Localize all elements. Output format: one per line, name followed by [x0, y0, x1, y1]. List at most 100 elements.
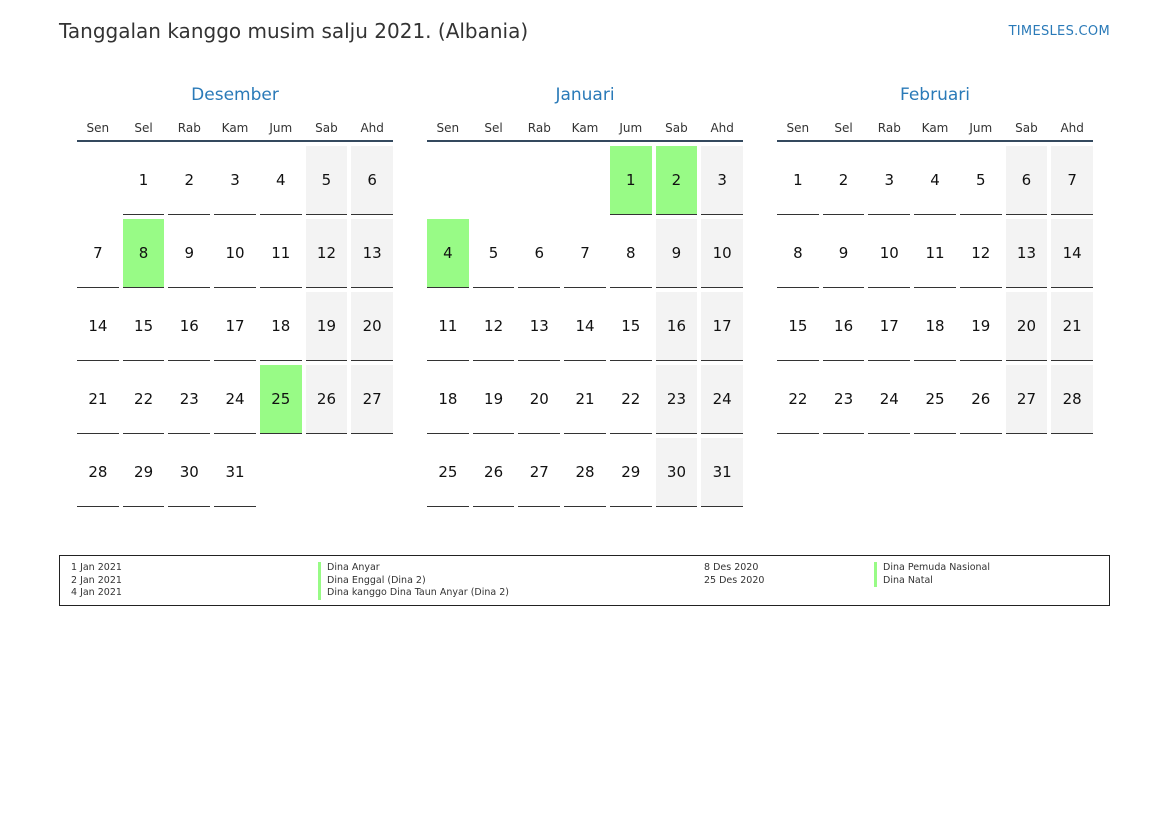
- day-cell: 22: [122, 365, 165, 434]
- legend-date: 4 Jan 2021: [71, 587, 122, 599]
- legend-holiday-name: Dina Anyar: [318, 562, 509, 575]
- day-cell: 15: [777, 292, 819, 361]
- calendar-week: 8 9 10 11 12 13 14: [777, 219, 1094, 288]
- calendar-week: 7 8 9 10 11 12 13: [77, 219, 394, 288]
- day-cell: 26: [959, 365, 1002, 434]
- calendar-week: 28 29 30 31: [77, 438, 393, 507]
- empty-day-cell: [306, 438, 348, 507]
- day-cell: 7: [1051, 146, 1094, 215]
- weekday-header: Sen Sel Rab Kam Jum Sab Ahd: [77, 112, 393, 142]
- weekday-header: Sen Sel Rab Kam Jum Sab Ahd: [427, 112, 743, 142]
- day-cell: 3: [868, 146, 911, 215]
- day-cell: 19: [305, 292, 348, 361]
- day-cell: 21: [1051, 292, 1094, 361]
- empty-day-cell: [427, 146, 469, 215]
- weekday-label: Kam: [221, 121, 249, 135]
- day-cell: 3: [701, 146, 744, 215]
- weekday-label: Sel: [484, 121, 503, 135]
- day-cell: 14: [77, 292, 119, 361]
- empty-day-cell: [473, 146, 515, 215]
- calendar-grid: 1 2 3 4 5 6 7 8 9 10 11 12 13 14 15 16 17 18 19 20 21 22 23 24 2…: [777, 146, 1094, 434]
- day-cell: 31: [701, 438, 744, 507]
- weekday-label: Sab: [665, 121, 688, 135]
- legend-holiday-name: Dina Pemuda Nasional: [874, 562, 990, 575]
- day-cell: 12: [959, 219, 1002, 288]
- day-cell: 1: [122, 146, 165, 215]
- day-cell: 2: [655, 146, 698, 215]
- day-cell: 18: [427, 365, 469, 434]
- weekday-label: Sab: [315, 121, 338, 135]
- day-cell: 27: [351, 365, 394, 434]
- month-december: Desember Sen Sel Rab Kam Jum Sab Ahd 1 2 3 4 5 6 7 8 9 10…: [77, 82, 394, 511]
- calendar-week: 11 12 13 14 15 16 17: [427, 292, 744, 361]
- legend-holiday-name: Dina Natal: [874, 574, 990, 588]
- day-cell: 13: [518, 292, 561, 361]
- day-cell: 9: [822, 219, 865, 288]
- day-cell: 25: [259, 365, 302, 434]
- weekday-label: Kam: [921, 121, 949, 135]
- day-cell: 9: [655, 219, 698, 288]
- weekday-label: Sen: [436, 121, 460, 135]
- empty-day-cell: [518, 146, 560, 215]
- legend-date: 8 Des 2020: [704, 562, 759, 573]
- page-title: Tanggalan kanggo musim salju 2021. (Alba…: [59, 19, 529, 43]
- calendar-week: 22 23 24 25 26 27 28: [777, 365, 1094, 434]
- weekday-label: Ahd: [1060, 121, 1084, 135]
- day-cell: 21: [564, 365, 606, 434]
- day-cell: 27: [1005, 365, 1048, 434]
- day-cell: 31: [214, 438, 256, 507]
- day-cell: 26: [305, 365, 348, 434]
- legend-holiday-name: Dina Enggal (Dina 2): [318, 574, 509, 588]
- calendar-week: 18 19 20 21 22 23 24: [427, 365, 744, 434]
- day-cell: 23: [655, 365, 698, 434]
- calendar-week: 21 22 23 24 25 26 27: [77, 365, 394, 434]
- day-cell: 17: [214, 292, 256, 361]
- calendar-week: 4 5 6 7 8 9 10: [427, 219, 744, 288]
- month-name: Februari: [900, 85, 970, 105]
- day-cell: 13: [351, 219, 394, 288]
- day-cell: 21: [77, 365, 119, 434]
- day-cell: 29: [122, 438, 165, 507]
- weekday-header: Sen Sel Rab Kam Jum Sab Ahd: [777, 112, 1093, 142]
- day-cell: 6: [1005, 146, 1048, 215]
- month-january: Januari Sen Sel Rab Kam Jum Sab Ahd 1 2 3 4 5 6 7 8 9 10 1…: [427, 82, 744, 511]
- empty-day-cell: [564, 146, 606, 215]
- day-cell: 30: [655, 438, 698, 507]
- day-cell: 10: [214, 219, 256, 288]
- day-cell: 5: [959, 146, 1002, 215]
- day-cell: 11: [427, 292, 469, 361]
- calendar-week: 14 15 16 17 18 19 20: [77, 292, 394, 361]
- day-cell: 10: [701, 219, 744, 288]
- day-cell: 29: [609, 438, 652, 507]
- weekday-label: Ahd: [710, 121, 734, 135]
- day-cell: 11: [259, 219, 302, 288]
- weekday-label: Rab: [177, 121, 201, 135]
- day-cell: 18: [914, 292, 956, 361]
- day-cell: 6: [518, 219, 561, 288]
- day-cell: 18: [259, 292, 302, 361]
- day-cell: 12: [305, 219, 348, 288]
- brand-link[interactable]: TIMESLES.COM: [1008, 24, 1110, 39]
- day-cell: 1: [609, 146, 652, 215]
- month-name: Desember: [191, 85, 279, 105]
- day-cell: 7: [564, 219, 606, 288]
- day-cell: 23: [822, 365, 865, 434]
- legend-left-names: Dina Anyar Dina Enggal (Dina 2) Dina kangg…: [318, 562, 509, 600]
- calendar-grid: 1 2 3 4 5 6 7 8 9 10 11 12 13 14 15 16 17 18 19 20 21 22 23 24 2…: [77, 146, 394, 507]
- legend-date: 25 Des 2020: [704, 574, 765, 586]
- day-cell: 26: [472, 438, 515, 507]
- day-cell: 13: [1005, 219, 1048, 288]
- month-february: Februari Sen Sel Rab Kam Jum Sab Ahd 1 2 3 4 5 6 7 8 9 10…: [777, 82, 1094, 438]
- day-cell: 24: [701, 365, 744, 434]
- day-cell: 28: [1051, 365, 1094, 434]
- day-cell: 24: [214, 365, 256, 434]
- day-cell: 22: [777, 365, 819, 434]
- weekday-label: Sab: [1015, 121, 1038, 135]
- empty-day-cell: [351, 438, 393, 507]
- day-cell: 20: [1005, 292, 1048, 361]
- day-cell: 4: [259, 146, 302, 215]
- day-cell: 4: [427, 219, 469, 288]
- day-cell: 16: [168, 292, 211, 361]
